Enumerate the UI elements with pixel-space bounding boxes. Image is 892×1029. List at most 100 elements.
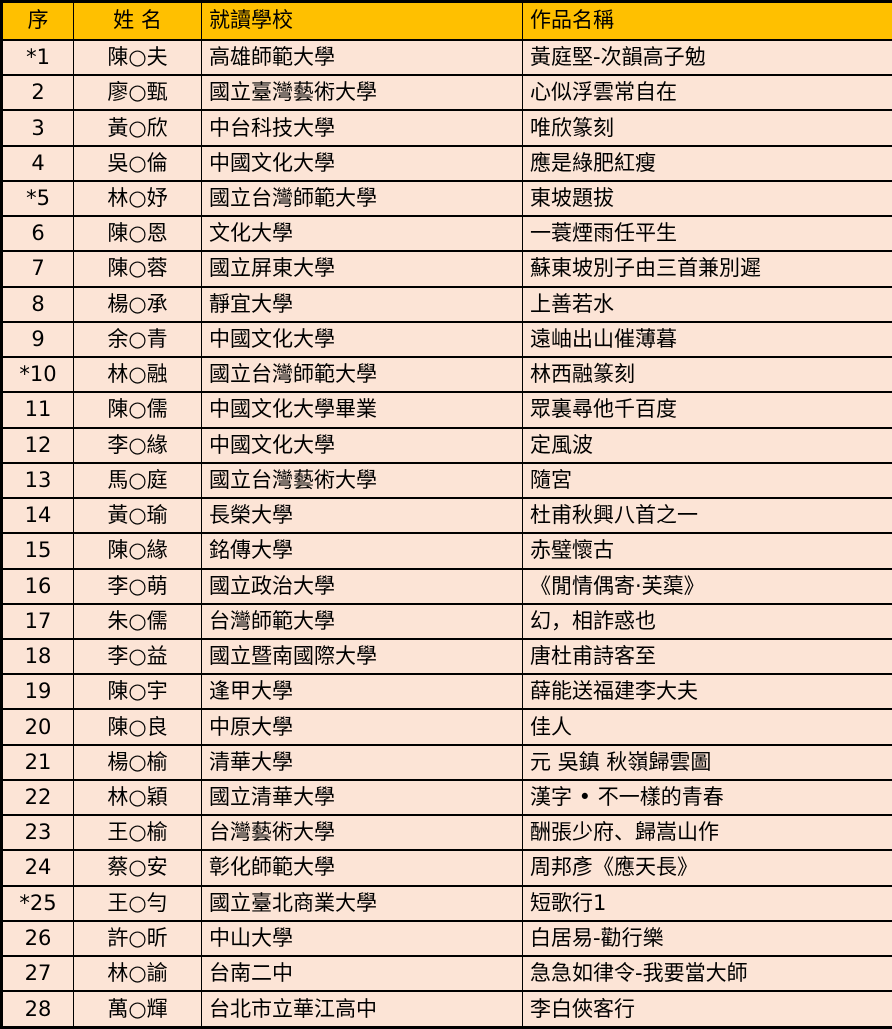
table-row: 20 陳○良 中原大學 佳人: [1, 708, 892, 746]
table-row: 6 陳○恩 文化大學 一蓑煙雨任平生: [1, 215, 892, 253]
cell-school: 中台科技大學: [201, 109, 523, 147]
cell-school: 中國文化大學畢業: [201, 391, 523, 429]
cell-school: 國立清華大學: [201, 778, 523, 817]
cell-name: 陳○儒: [73, 391, 202, 429]
cell-name: 林○妤: [73, 179, 202, 218]
cell-no: 21: [1, 743, 74, 781]
table-row: 27 林○諭 台南二中 急急如律令-我要當大師: [1, 955, 892, 993]
cell-school: 中原大學: [201, 708, 523, 746]
cell-no: 9: [1, 320, 74, 359]
cell-no: 6: [1, 215, 74, 253]
cell-title: 赤璧懷古: [522, 532, 892, 570]
cell-no: 28: [1, 990, 74, 1029]
table-row: 12 李○緣 中國文化大學 定風波: [1, 426, 892, 464]
cell-title: 白居易-勸行樂: [522, 919, 892, 958]
cell-title: 《閒情偶寄·芙蕖》: [522, 567, 892, 605]
cell-school: 長榮大學: [201, 497, 523, 535]
table-row: 21 楊○榆 清華大學元 吳鎮 秋嶺歸雲圖: [1, 743, 892, 781]
cell-no: 8: [1, 285, 74, 323]
cell-name: 陳○宇: [73, 673, 202, 711]
cell-name: 林○諭: [73, 955, 202, 993]
cell-title: 應是綠肥紅瘦: [522, 144, 892, 182]
header-cell-school: 就讀學校: [201, 0, 523, 41]
table-row: *10 林○融 國立台灣師範大學 林西融篆刻: [1, 356, 892, 394]
table-row: 2 廖○甄 國立臺灣藝術大學 心似浮雲常自在: [1, 74, 892, 112]
table-row: 13 馬○庭 國立台灣藝術大學 隨宮: [1, 461, 892, 500]
table-row: 24 蔡○安 彰化師範大學 周邦彥《應天長》: [1, 849, 892, 887]
cell-no: 27: [1, 955, 74, 993]
cell-school: 中山大學: [201, 919, 523, 958]
cell-name: 林○融: [73, 356, 202, 394]
cell-school: 國立臺北商業大學: [201, 884, 523, 922]
cell-title: 幻，相詐惑也: [522, 602, 892, 640]
cell-title: 心似浮雲常自在: [522, 74, 892, 112]
cell-no: 12: [1, 426, 74, 464]
cell-name: 朱○儒: [73, 602, 202, 640]
cell-title: 李白俠客行: [522, 990, 892, 1029]
cell-title: 上善若水: [522, 285, 892, 323]
cell-no: 13: [1, 461, 74, 500]
cell-no: 7: [1, 250, 74, 288]
cell-title: 元 吳鎮 秋嶺歸雲圖: [522, 743, 892, 781]
cell-name: 王○榆: [73, 814, 202, 852]
cell-title: 唯欣篆刻: [522, 109, 892, 147]
cell-name: 李○緣: [73, 426, 202, 464]
cell-title: 隨宮: [522, 461, 892, 500]
cell-no: 4: [1, 144, 74, 182]
table-row: 17 朱○儒 台灣師範大學 幻，相詐惑也: [1, 602, 892, 640]
cell-title: 薛能送福建李大夫: [522, 673, 892, 711]
cell-name: 楊○榆: [73, 743, 202, 781]
cell-title: 杜甫秋興八首之一: [522, 497, 892, 535]
table-row: 16 李○萌 國立政治大學 《閒情偶寄·芙蕖》: [1, 567, 892, 605]
cell-title: 佳人: [522, 708, 892, 746]
cell-school: 高雄師範大學: [201, 38, 523, 77]
cell-no: 15: [1, 532, 74, 570]
cell-school: 國立台灣藝術大學: [201, 461, 523, 500]
cell-no: 26: [1, 919, 74, 958]
cell-school: 國立台灣師範大學: [201, 179, 523, 218]
cell-title: 短歌行1: [522, 884, 892, 922]
cell-school: 國立屏東大學: [201, 250, 523, 288]
cell-name: 蔡○安: [73, 849, 202, 887]
cell-school: 銘傳大學: [201, 532, 523, 570]
cell-school: 台灣藝術大學: [201, 814, 523, 852]
table-row: 11 陳○儒 中國文化大學畢業 眾裏尋他千百度: [1, 391, 892, 429]
cell-no: *10: [1, 356, 74, 394]
cell-title: 林西融篆刻: [522, 356, 892, 394]
cell-school: 清華大學: [201, 743, 523, 781]
cell-name: 李○萌: [73, 567, 202, 605]
header-row: 序 姓 名 就讀學校 作品名稱: [1, 0, 892, 41]
cell-school: 台灣師範大學: [201, 602, 523, 640]
cell-name: 余○青: [73, 320, 202, 359]
cell-name: 王○勻: [73, 884, 202, 922]
cell-name: 陳○良: [73, 708, 202, 746]
cell-no: 23: [1, 814, 74, 852]
table-row: 15 陳○緣 銘傳大學 赤璧懷古: [1, 532, 892, 570]
header-cell-no: 序: [1, 0, 74, 41]
cell-no: 18: [1, 637, 74, 676]
table-row: 22 林○穎 國立清華大學 漢字 • 不一樣的青春: [1, 778, 892, 817]
cell-title: 遠岫出山催薄暮: [522, 320, 892, 359]
cell-title: 定風波: [522, 426, 892, 464]
cell-title: 周邦彥《應天長》: [522, 849, 892, 887]
table-row: 7 陳○蓉 國立屏東大學 蘇東坡別子由三首兼別遲: [1, 250, 892, 288]
cell-school: 中國文化大學: [201, 426, 523, 464]
cell-no: 17: [1, 602, 74, 640]
cell-school: 台北市立華江高中: [201, 990, 523, 1029]
cell-no: 19: [1, 673, 74, 711]
cell-title: 蘇東坡別子由三首兼別遲: [522, 250, 892, 288]
cell-no: 16: [1, 567, 74, 605]
cell-no: 24: [1, 849, 74, 887]
table-row: *1 陳○夫 高雄師範大學 黃庭堅-次韻高子勉: [1, 38, 892, 77]
cell-school: 國立暨南國際大學: [201, 637, 523, 676]
cell-title: 酬張少府、歸嵩山作: [522, 814, 892, 852]
cell-no: *25: [1, 884, 74, 922]
cell-school: 中國文化大學: [201, 320, 523, 359]
cell-no: *1: [1, 38, 74, 77]
cell-school: 國立臺灣藝術大學: [201, 74, 523, 112]
table-row: 3 黃○欣 中台科技大學 唯欣篆刻: [1, 109, 892, 147]
cell-school: 彰化師範大學: [201, 849, 523, 887]
cell-school: 國立政治大學: [201, 567, 523, 605]
cell-name: 李○益: [73, 637, 202, 676]
table-header: 序 姓 名 就讀學校 作品名稱: [1, 0, 892, 41]
